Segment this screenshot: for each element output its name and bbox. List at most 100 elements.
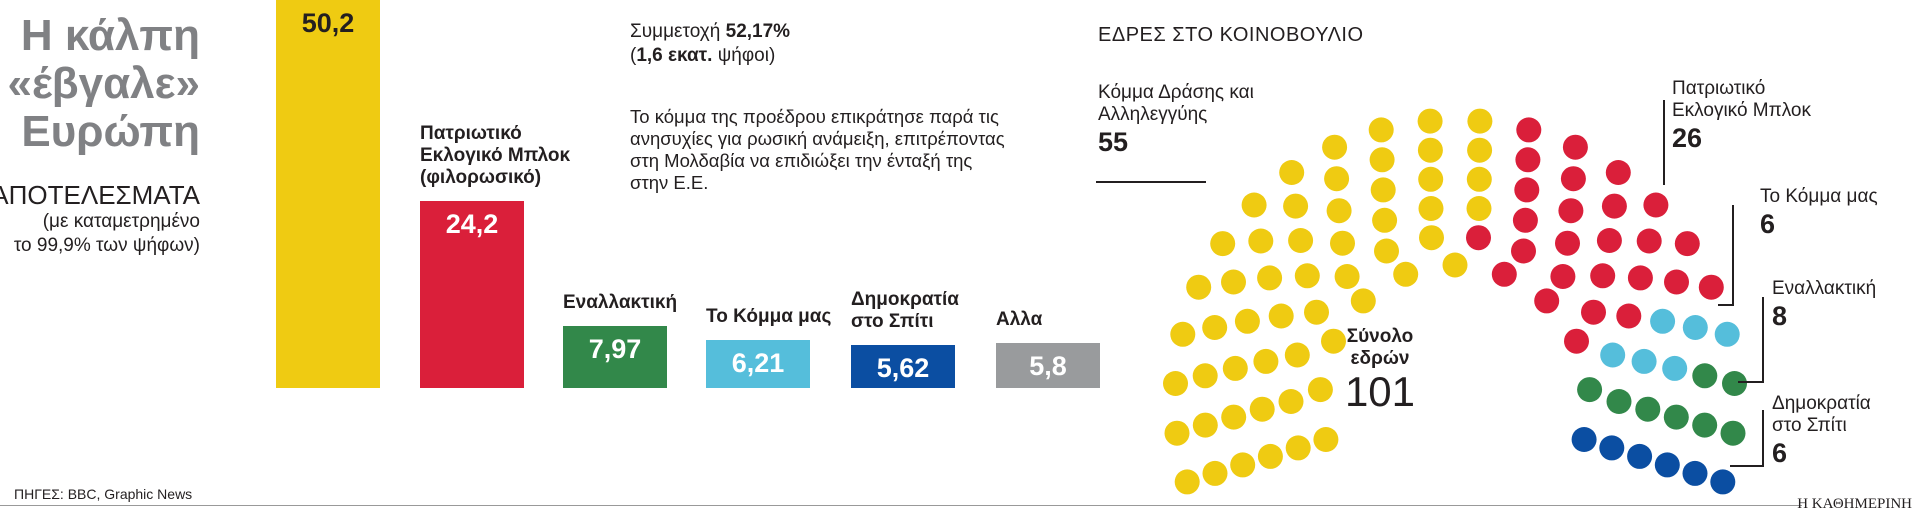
leader-line [1762, 410, 1764, 467]
seat-dot [1417, 137, 1443, 163]
seat-dot [1241, 192, 1267, 218]
seat-dot [1418, 196, 1444, 221]
seat-dot [1230, 452, 1256, 478]
seat-dot [1186, 274, 1212, 300]
note-text: Το κόμμα της προέδρου επικράτησε παρά τι… [630, 106, 1005, 193]
seat-dot [1202, 460, 1228, 486]
seat-dot [1564, 328, 1589, 354]
seat-dot [1334, 264, 1360, 289]
turnout-text: Συμμετοχή 52,17% (1,6 εκατ. ψήφοι) [630, 21, 791, 66]
seat-dot [1294, 263, 1320, 289]
bar: 7,97 [563, 326, 667, 388]
bar-value-label: 5,8 [1029, 351, 1067, 382]
leader-line [1663, 100, 1665, 185]
seat-dot [1170, 321, 1196, 347]
seat-dot [1322, 134, 1348, 160]
seat-dot [1163, 371, 1188, 396]
bar-category-label: Εναλλακτική [563, 292, 678, 314]
seat-dot [1393, 261, 1419, 287]
seat-dot [1257, 443, 1283, 469]
seat-dot [1627, 265, 1653, 291]
seat-dot [1285, 435, 1311, 461]
seat-dot [1467, 137, 1493, 163]
seat-dot [1283, 193, 1309, 219]
seat-dot [1419, 225, 1444, 251]
seat-dot [1710, 469, 1736, 495]
seat-dot [1257, 265, 1283, 291]
bar-value-label: 50,2 [301, 8, 355, 38]
brand-logo: Η ΚΑΘΗΜΕΡΙΝΗ [1797, 496, 1912, 512]
seat-dot [1511, 238, 1536, 264]
bar-category-label: Αλλα [996, 309, 1043, 331]
leader-line [1762, 297, 1764, 383]
seat-dot [1248, 228, 1274, 254]
seat-dot [1307, 377, 1333, 403]
seat-dot [1664, 269, 1689, 295]
seat-dot [1534, 288, 1560, 314]
seat-dot [1221, 404, 1247, 430]
seat-dot [1654, 452, 1680, 478]
seat-dot [1650, 308, 1676, 334]
leader-line [1096, 181, 1206, 183]
seat-dot [1605, 160, 1631, 185]
seat-dot [1674, 231, 1700, 257]
bar-value-label: 6,21 [731, 348, 785, 379]
subtitle: ΑΠΟΤΕΛΕΣΜΑΤΑ (με καταμετρημένο το 99,9% … [0, 180, 200, 256]
leader-line [1732, 205, 1734, 305]
seat-dot [1304, 299, 1329, 325]
seat-dot [1279, 160, 1305, 185]
seat-dot [1722, 371, 1747, 396]
seat-dot [1512, 207, 1538, 233]
seat-dot [1560, 166, 1586, 192]
source-note: ΠΗΓΕΣ: BBC, Graphic News [14, 486, 193, 502]
seat-dot [1514, 177, 1540, 203]
total-seats: Σύνολο εδρών 101 [1344, 326, 1416, 415]
seat-dot [1616, 303, 1642, 329]
leader-line [1738, 381, 1764, 383]
seat-dot [1210, 231, 1236, 257]
seat-dot [1636, 228, 1662, 254]
seat-dot [1558, 198, 1584, 224]
seat-dot [1555, 230, 1580, 256]
party-label-democracy-at-home: Δημοκρατία στο Σπίτι 6 [1772, 393, 1871, 468]
seat-dot [1606, 389, 1632, 414]
seat-dot [1467, 108, 1493, 134]
leader-line [1718, 304, 1734, 306]
seat-dot [1466, 196, 1492, 221]
bar: 6,21 [706, 340, 810, 388]
bar-value-label: 5,62 [876, 352, 930, 383]
seat-dot [1599, 435, 1625, 461]
seat-dot [1368, 117, 1394, 143]
seat-dot [1372, 207, 1398, 233]
party-label-alternative: Εναλλακτική 8 [1772, 278, 1877, 331]
seat-dot [1278, 389, 1304, 414]
seat-dot [1324, 166, 1350, 192]
seat-dot [1330, 230, 1355, 256]
bar-category-label: Πατριωτικό Εκλογικό Μπλοκ (φιλορωσικό) [420, 122, 571, 188]
seat-dot [1221, 269, 1246, 295]
seat-dot [1571, 427, 1597, 452]
seat-dot [1234, 308, 1260, 334]
seat-dot [1253, 348, 1279, 374]
seat-dot [1577, 377, 1603, 403]
seat-dot [1222, 355, 1248, 381]
party-label-patriotic: Πατριωτικό Εκλογικό Μπλοκ 26 [1672, 78, 1812, 153]
seat-dot [1288, 228, 1314, 253]
seat-dot [1192, 363, 1218, 389]
seat-dot [1202, 315, 1228, 340]
seat-dot [1682, 315, 1708, 340]
seat-dot [1466, 166, 1492, 192]
seat-dot [1698, 274, 1724, 300]
seat-dot [1350, 288, 1376, 314]
seat-dot [1313, 427, 1339, 452]
seat-dot [1662, 355, 1688, 381]
seat-dot [1442, 252, 1468, 278]
bar: 24,2 [420, 200, 524, 388]
seat-dot [1601, 193, 1627, 219]
seat-dot [1370, 177, 1396, 203]
seat-dot [1631, 348, 1657, 374]
seat-dot [1374, 238, 1399, 264]
seat-dot [1720, 420, 1746, 446]
seat-dot [1418, 166, 1444, 192]
